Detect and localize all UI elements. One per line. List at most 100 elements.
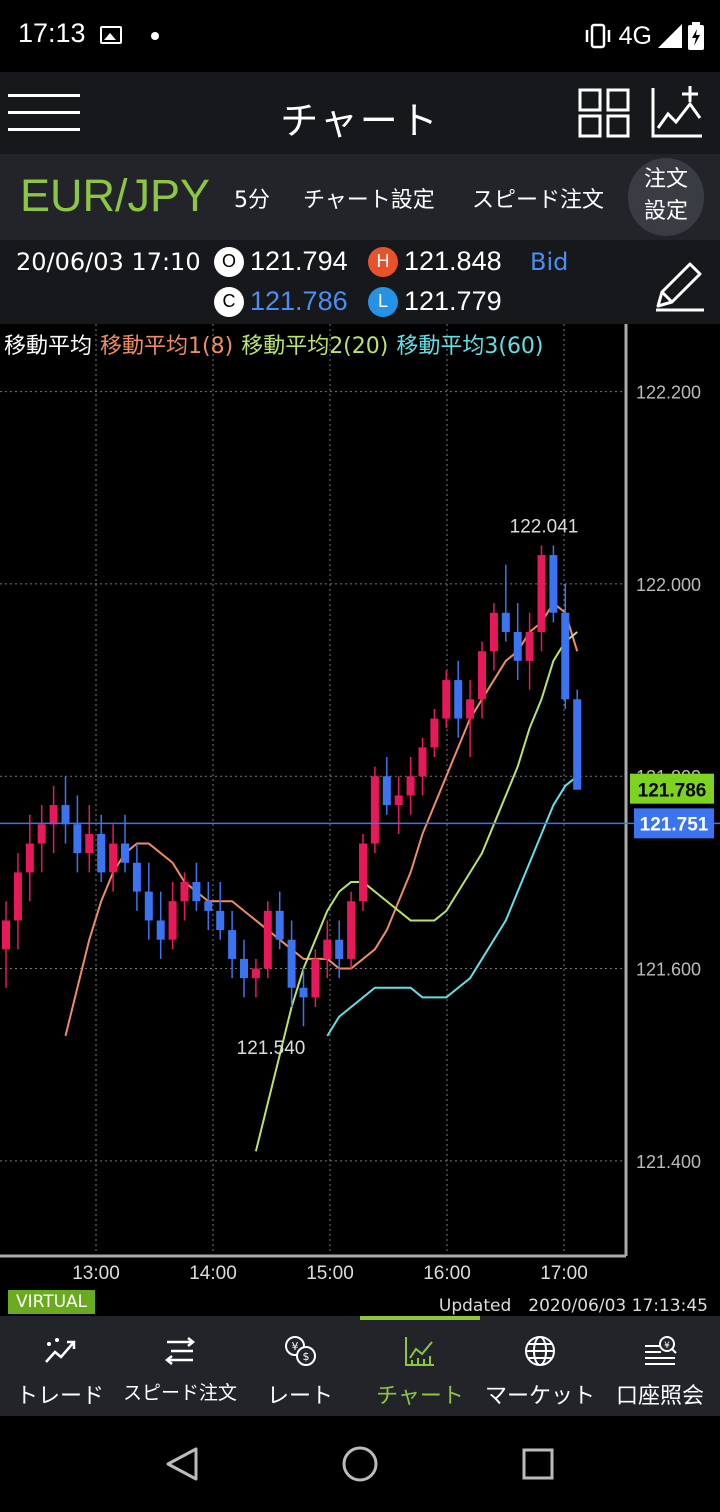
candle-body xyxy=(61,805,70,825)
y-tick-label: 121.400 xyxy=(636,1152,701,1172)
tab-account[interactable]: ¥ 口座照会 xyxy=(600,1316,720,1416)
candle-body xyxy=(323,939,332,959)
recents-icon[interactable] xyxy=(521,1447,555,1481)
tab-chart[interactable]: チャート xyxy=(360,1316,480,1416)
candle-body xyxy=(430,718,439,748)
status-time: 17:13 xyxy=(18,18,86,48)
candle-body xyxy=(478,651,486,700)
active-tab-indicator xyxy=(360,1316,480,1320)
close-badge-icon: C xyxy=(214,286,244,317)
order-settings-label-1: 注文 xyxy=(643,167,688,192)
candle-body xyxy=(466,699,475,719)
bottom-tab-bar: トレード スピード注文 ¥ $ レート チャート xyxy=(0,1316,720,1416)
tab-chart-label: チャート xyxy=(376,1384,464,1409)
back-icon[interactable] xyxy=(164,1446,200,1482)
speed-order-icon xyxy=(164,1337,196,1365)
candle-body xyxy=(132,862,141,892)
tab-rate[interactable]: ¥ $ レート xyxy=(240,1316,360,1416)
rate-icon: ¥ $ xyxy=(285,1336,316,1366)
candle-body xyxy=(156,920,165,940)
candle-body xyxy=(228,930,237,959)
candle-body xyxy=(525,632,534,661)
close-value: 121.786 xyxy=(250,286,348,316)
tab-market[interactable]: マーケット xyxy=(480,1316,600,1416)
low-annotation: 121.540 xyxy=(237,1038,306,1059)
candle-body xyxy=(85,833,94,854)
candle-body xyxy=(121,843,129,863)
app-header: チャート xyxy=(0,72,720,154)
tab-trade-label: トレード xyxy=(15,1384,104,1409)
candle-body xyxy=(299,987,308,998)
tab-account-label: 口座照会 xyxy=(615,1384,704,1409)
candle-body xyxy=(144,891,153,921)
chart-icon xyxy=(405,1337,434,1366)
candle-body xyxy=(406,776,415,796)
candle-body xyxy=(394,795,403,806)
y-tick-label: 121.600 xyxy=(636,960,701,980)
home-icon[interactable] xyxy=(341,1445,379,1483)
high-value: 121.848 xyxy=(404,246,502,276)
legend-ma3: 移動平均3(60) xyxy=(396,334,544,359)
footer-info: VIRTUAL Updated 2020/06/03 17:13:45 xyxy=(0,1290,720,1316)
low-badge-icon: L xyxy=(368,286,398,317)
high-annotation: 122.041 xyxy=(510,517,579,538)
candle-body xyxy=(537,555,546,632)
tab-speed-order-label: スピード注文 xyxy=(122,1382,237,1404)
candle-body xyxy=(442,680,451,719)
candle-body xyxy=(2,920,10,950)
tab-trade[interactable]: トレード xyxy=(0,1316,120,1416)
candle-body xyxy=(561,612,570,700)
notification-dot-icon xyxy=(151,32,159,40)
virtual-badge: VIRTUAL xyxy=(8,1290,96,1314)
currency-pair-selector[interactable]: EUR/JPY xyxy=(20,170,211,221)
svg-text:$: $ xyxy=(303,1350,310,1363)
signal-icon xyxy=(658,24,682,48)
page-title: チャート xyxy=(280,99,440,143)
hamburger-menu-icon[interactable] xyxy=(8,94,80,132)
x-tick-label: 17:00 xyxy=(540,1263,588,1284)
current-price-tag xyxy=(630,773,714,804)
candle-body xyxy=(216,910,225,931)
x-tick-label: 16:00 xyxy=(423,1263,471,1284)
candle-body xyxy=(263,910,272,969)
tab-speed-order[interactable]: スピード注文 xyxy=(120,1316,240,1416)
chart-area[interactable]: 移動平均 移動平均1(8) 移動平均2(20) 移動平均3(60) 122.20… xyxy=(0,324,720,1290)
candle-body xyxy=(573,699,582,790)
candle-body xyxy=(549,555,558,613)
candle-body xyxy=(335,939,344,959)
candlestick-chart[interactable]: 122.200122.000121.800121.600121.40013:00… xyxy=(0,324,720,1290)
timeframe-selector[interactable]: 5分 xyxy=(234,188,270,213)
candle-body xyxy=(501,612,510,632)
candle-body xyxy=(287,939,296,988)
candle-body xyxy=(73,824,82,854)
candle-body xyxy=(240,958,248,979)
trade-icon xyxy=(45,1338,76,1363)
candle-body xyxy=(382,776,391,806)
system-nav-bar xyxy=(0,1416,720,1512)
order-settings-button[interactable]: 注文 設定 xyxy=(628,158,704,236)
ma3-line xyxy=(326,775,578,1037)
vibrate-icon xyxy=(585,23,610,49)
order-settings-label-2: 設定 xyxy=(643,199,688,224)
grid-layout-icon[interactable] xyxy=(578,88,630,138)
candle-body xyxy=(370,776,379,844)
speed-order-button[interactable]: スピード注文 xyxy=(472,188,605,213)
candle-body xyxy=(275,910,284,940)
account-icon: ¥ xyxy=(645,1336,677,1365)
pencil-edit-icon[interactable] xyxy=(652,258,706,314)
candle-body xyxy=(13,872,22,921)
candle-body xyxy=(513,632,522,661)
add-chart-icon[interactable] xyxy=(650,84,704,140)
candle-body xyxy=(97,833,106,873)
ma2-line xyxy=(254,631,578,1152)
candle-body xyxy=(454,680,463,719)
battery-icon xyxy=(688,22,704,50)
candle-body xyxy=(25,843,34,873)
line-price-label: 121.751 xyxy=(640,814,709,835)
candle-body xyxy=(359,843,367,902)
candle-body xyxy=(180,882,189,902)
status-bar: 17:13 4G xyxy=(0,0,720,72)
ma1-line xyxy=(64,601,579,1037)
globe-icon xyxy=(525,1336,555,1366)
chart-settings-button[interactable]: チャート設定 xyxy=(303,188,435,213)
